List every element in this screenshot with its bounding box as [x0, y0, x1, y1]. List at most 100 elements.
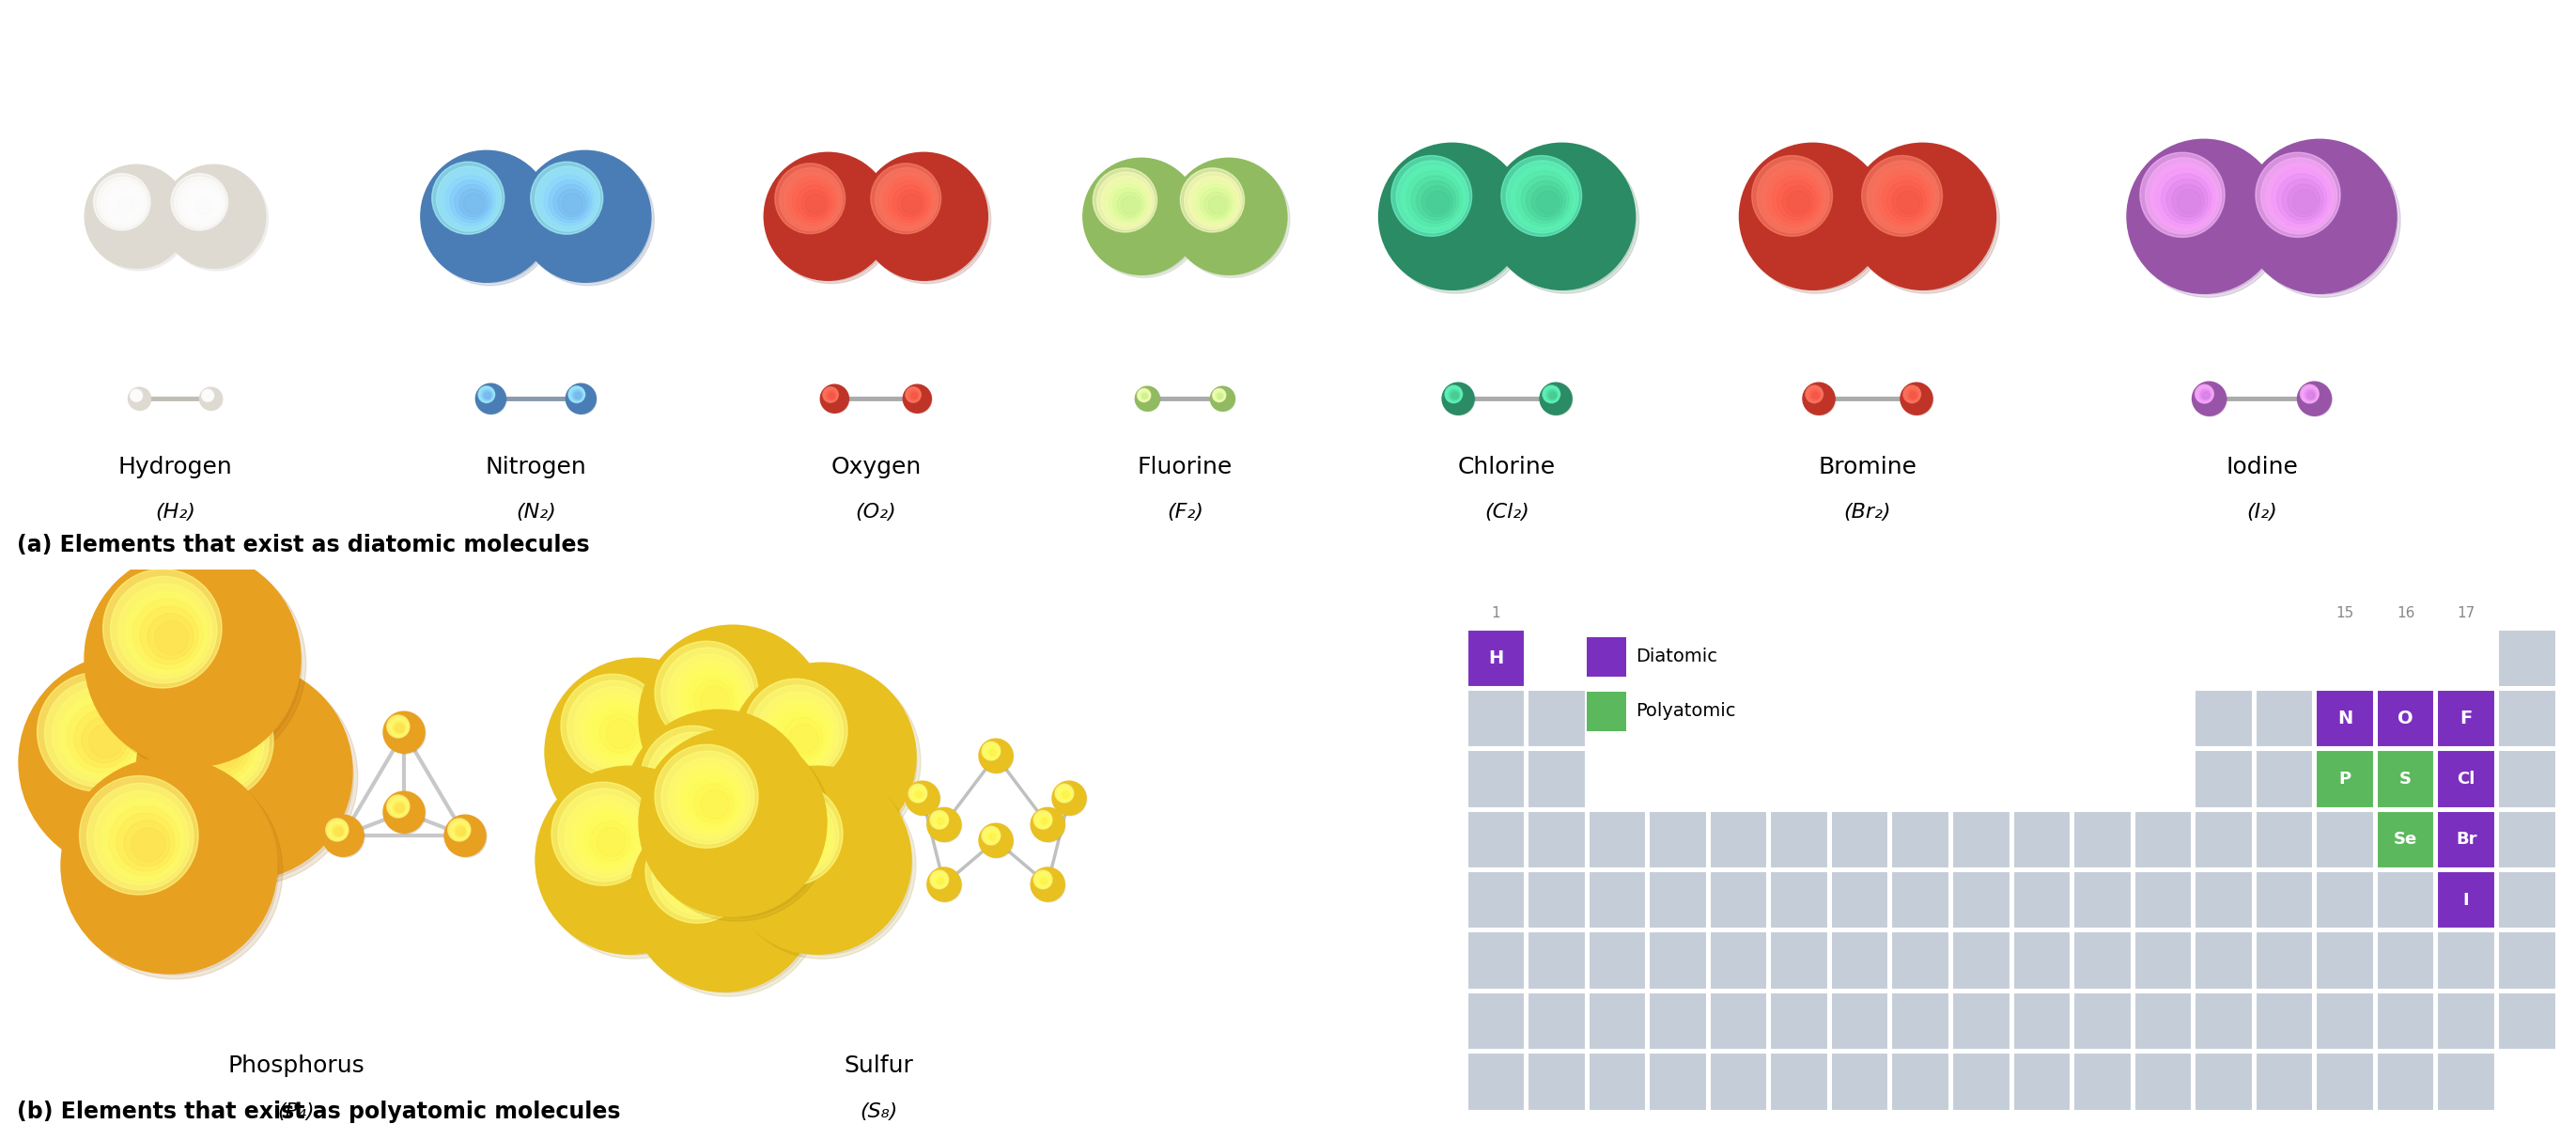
- Circle shape: [981, 741, 1012, 772]
- Circle shape: [384, 792, 425, 833]
- Circle shape: [198, 726, 245, 772]
- Circle shape: [2138, 149, 2280, 291]
- Circle shape: [2298, 383, 2331, 416]
- Circle shape: [1543, 385, 1561, 402]
- Circle shape: [453, 824, 466, 838]
- Circle shape: [979, 739, 1012, 773]
- Circle shape: [2197, 386, 2213, 401]
- Circle shape: [750, 685, 842, 777]
- Circle shape: [1803, 383, 1837, 415]
- Circle shape: [1507, 161, 1579, 233]
- Circle shape: [1175, 163, 1288, 275]
- Circle shape: [786, 828, 814, 857]
- Circle shape: [909, 390, 920, 400]
- Circle shape: [1118, 193, 1141, 217]
- Circle shape: [574, 391, 582, 399]
- Text: Iodine: Iodine: [2226, 456, 2298, 479]
- Circle shape: [1489, 144, 1636, 290]
- Circle shape: [773, 161, 889, 278]
- Circle shape: [904, 386, 930, 413]
- Circle shape: [36, 673, 157, 791]
- Circle shape: [325, 819, 348, 841]
- Circle shape: [2130, 144, 2285, 298]
- Circle shape: [685, 771, 716, 800]
- Circle shape: [662, 751, 755, 844]
- Circle shape: [2195, 384, 2213, 404]
- Circle shape: [2282, 179, 2324, 220]
- Circle shape: [1041, 817, 1048, 824]
- Circle shape: [2161, 173, 2210, 223]
- Circle shape: [131, 828, 165, 862]
- Circle shape: [984, 829, 999, 844]
- Circle shape: [1193, 180, 1236, 225]
- Circle shape: [448, 817, 484, 856]
- Circle shape: [930, 811, 948, 829]
- Circle shape: [979, 740, 1012, 774]
- Circle shape: [1092, 168, 1157, 233]
- Circle shape: [206, 394, 211, 399]
- Circle shape: [2308, 392, 2313, 399]
- Text: (a) Elements that exist as diatomic molecules: (a) Elements that exist as diatomic mole…: [18, 534, 590, 556]
- Circle shape: [1208, 196, 1226, 214]
- FancyBboxPatch shape: [2316, 871, 2375, 929]
- Circle shape: [701, 790, 729, 820]
- Circle shape: [554, 185, 587, 220]
- Circle shape: [1087, 163, 1200, 275]
- Circle shape: [1383, 147, 1530, 293]
- Circle shape: [392, 720, 407, 734]
- FancyBboxPatch shape: [2378, 871, 2434, 929]
- Circle shape: [453, 823, 469, 839]
- Circle shape: [389, 797, 410, 817]
- Circle shape: [1211, 388, 1236, 412]
- Circle shape: [680, 667, 742, 728]
- Circle shape: [2177, 189, 2200, 213]
- Circle shape: [459, 829, 464, 834]
- Circle shape: [196, 198, 211, 214]
- Circle shape: [1427, 190, 1450, 214]
- Circle shape: [989, 750, 994, 755]
- Circle shape: [149, 677, 350, 877]
- Circle shape: [1030, 868, 1064, 902]
- Circle shape: [933, 873, 945, 887]
- Circle shape: [332, 824, 345, 838]
- Circle shape: [1448, 388, 1461, 401]
- Circle shape: [930, 870, 961, 901]
- Circle shape: [1757, 161, 1829, 233]
- Circle shape: [1906, 389, 1919, 401]
- Circle shape: [574, 392, 582, 399]
- Circle shape: [935, 816, 945, 825]
- Circle shape: [2197, 385, 2213, 402]
- Circle shape: [1113, 188, 1144, 219]
- Circle shape: [1211, 388, 1234, 410]
- Circle shape: [549, 662, 737, 850]
- Circle shape: [435, 166, 502, 231]
- Circle shape: [170, 173, 227, 230]
- Circle shape: [824, 388, 837, 402]
- Circle shape: [729, 771, 917, 959]
- Circle shape: [1909, 392, 1917, 399]
- Circle shape: [1546, 388, 1558, 401]
- Circle shape: [927, 809, 961, 841]
- Circle shape: [2303, 386, 2318, 401]
- Circle shape: [2267, 163, 2334, 230]
- FancyBboxPatch shape: [2074, 811, 2130, 869]
- Circle shape: [33, 668, 232, 868]
- Circle shape: [1061, 790, 1069, 799]
- Circle shape: [1540, 383, 1571, 415]
- Text: Chlorine: Chlorine: [1458, 456, 1556, 479]
- Circle shape: [1551, 393, 1556, 398]
- Circle shape: [325, 817, 363, 856]
- Circle shape: [142, 669, 358, 885]
- Circle shape: [2172, 185, 2205, 217]
- Circle shape: [1386, 149, 1525, 291]
- Circle shape: [783, 717, 822, 757]
- Circle shape: [1808, 388, 1821, 401]
- FancyBboxPatch shape: [1710, 871, 1767, 929]
- Circle shape: [827, 391, 835, 400]
- Circle shape: [1059, 788, 1072, 800]
- Circle shape: [482, 389, 492, 401]
- Circle shape: [1422, 186, 1453, 217]
- Circle shape: [322, 816, 366, 857]
- Circle shape: [933, 813, 948, 828]
- Circle shape: [1139, 390, 1149, 401]
